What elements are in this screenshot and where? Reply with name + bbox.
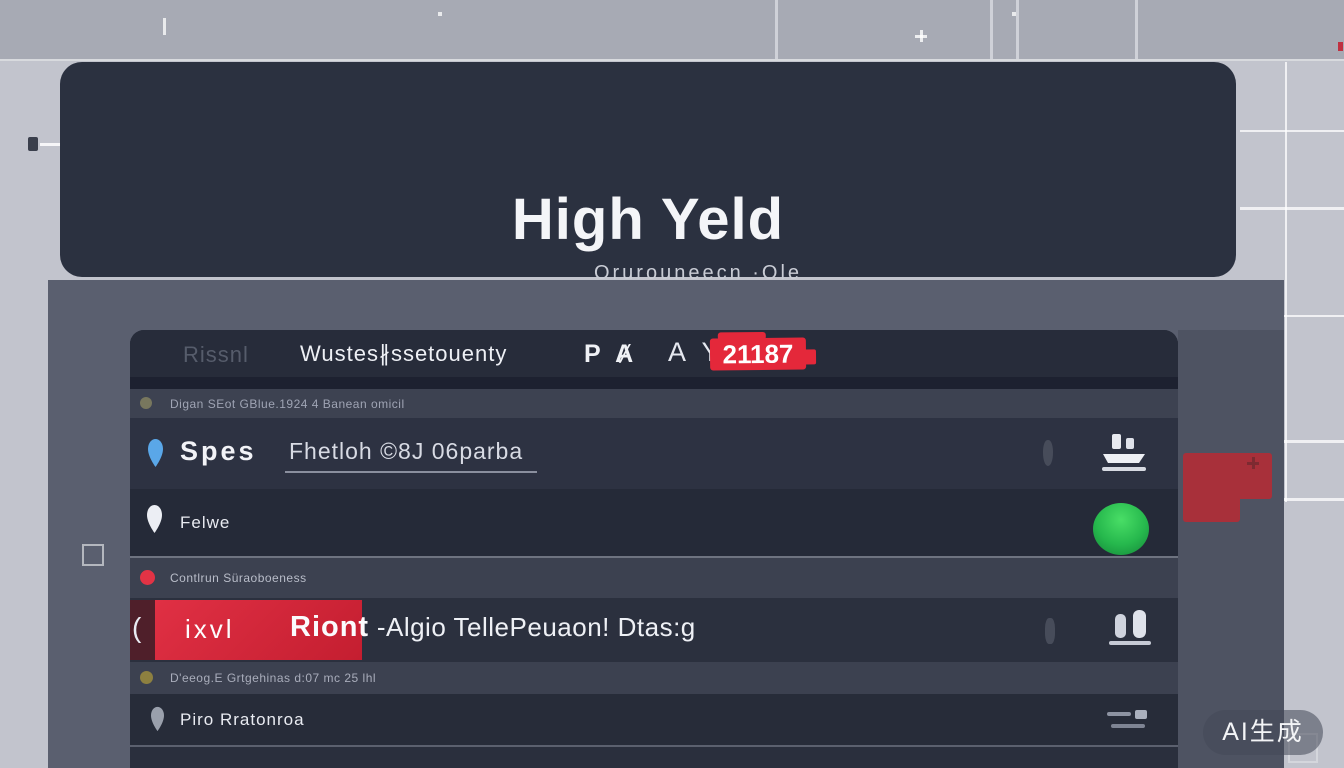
- list-panel: Rissnl Wustes∦ssetouenty P Ⱥ A Y 21187 D…: [130, 330, 1178, 768]
- edge-glyph: (: [132, 612, 142, 643]
- alert-dot-icon: [140, 570, 155, 585]
- grid-line: [1240, 207, 1344, 210]
- pushpin-icon: [28, 137, 38, 151]
- alert-highlight: [155, 600, 362, 660]
- faint-marker-icon: [1045, 618, 1055, 644]
- pin-icon: [151, 706, 164, 732]
- count-badge: 21187: [709, 337, 807, 371]
- pin-icon: [148, 439, 163, 467]
- header-tab-muted[interactable]: Rissnl: [183, 342, 249, 367]
- item-label: Felwe: [180, 513, 231, 532]
- status-green-button[interactable]: [1093, 503, 1149, 555]
- status-dot-icon: [140, 671, 153, 684]
- dot-mark: [438, 12, 442, 16]
- alert-text-rest: -Algio TellePeuaon! Dtas:g: [369, 612, 696, 642]
- panel-header: Rissnl Wustes∦ssetouenty P Ⱥ A Y 21187: [130, 330, 1178, 377]
- red-flag-block: [1183, 496, 1240, 522]
- grid-line: [1284, 498, 1344, 501]
- meta-text: Digan SEot GBlue.1924 4 Banean omicil: [170, 396, 405, 411]
- item-label: Spes: [180, 436, 257, 466]
- grid-line: [1284, 315, 1344, 317]
- list-item-spes[interactable]: Spes Fhetloh ©8J 06parba: [130, 418, 1178, 489]
- red-flag-block: [1183, 453, 1272, 499]
- alert-tag: ixvl: [185, 614, 235, 644]
- grid-line: [1285, 62, 1287, 502]
- panel-shadow: [1178, 330, 1284, 768]
- page-subtitle: Orurouneecn ·Ole: [593, 262, 803, 284]
- square-marker: [82, 544, 104, 566]
- background-top-band: [0, 0, 1344, 60]
- dot-mark: [1012, 12, 1016, 16]
- list-item-alert[interactable]: ( ixvl Riont -Algio TellePeuaon! Dtas:g: [130, 598, 1178, 662]
- divider-band: [130, 377, 1178, 389]
- meta-text: Contlrun Süraoboeness: [170, 571, 307, 585]
- list-item-felwe[interactable]: Felwe: [130, 489, 1178, 558]
- faint-marker-icon: [1043, 440, 1053, 466]
- pushpin-line: [40, 143, 78, 146]
- alert-text: Riont -Algio TellePeuaon! Dtas:g: [290, 611, 696, 644]
- list-item-bottom[interactable]: Piro Rratonroa: [130, 694, 1178, 747]
- alert-edge-strip: [130, 600, 157, 660]
- grid-line: [1135, 0, 1138, 60]
- meta-row: Digan SEot GBlue.1924 4 Banean omicil: [130, 389, 1178, 418]
- meta-row: D'eeog.E Grtgehinas d:07 mc 25 lhl: [130, 662, 1178, 694]
- header-col-pa: P Ⱥ: [584, 340, 638, 368]
- grid-line: [1240, 130, 1344, 132]
- people-icon[interactable]: [1105, 608, 1155, 652]
- grid-line: [0, 59, 1344, 61]
- status-dot-icon: [140, 397, 152, 409]
- panel-footer: [130, 747, 1178, 768]
- plus-mark: [1247, 457, 1259, 469]
- alert-text-strong: Riont: [290, 611, 370, 643]
- ai-watermark: AI生成: [1203, 710, 1323, 755]
- item-label: Piro Rratonroa: [180, 710, 305, 729]
- meta-text: D'eeog.E Grtgehinas d:07 mc 25 lhl: [170, 671, 377, 685]
- header-title: Wustes∦ssetouenty: [300, 341, 508, 366]
- pin-icon: [147, 505, 162, 533]
- ship-icon[interactable]: [1100, 432, 1148, 476]
- list-bars-icon[interactable]: [1105, 708, 1151, 734]
- grid-line: [775, 0, 778, 60]
- plus-mark: [915, 30, 927, 42]
- grid-line: [990, 0, 993, 60]
- value-input[interactable]: Fhetloh ©8J 06parba: [285, 438, 538, 473]
- hero-card: High Yeld Orurouneecn ·Ole: [60, 62, 1236, 284]
- page-title: High Yeld: [511, 187, 785, 252]
- tick-mark: [163, 18, 166, 35]
- grid-line: [1016, 0, 1019, 60]
- meta-row: Contlrun Süraoboeness: [130, 558, 1178, 598]
- red-tick: [1338, 42, 1343, 51]
- grid-line: [1284, 440, 1344, 443]
